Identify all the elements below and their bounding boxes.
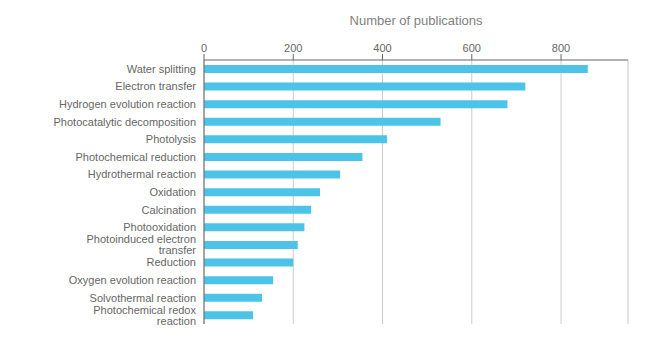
svg-text:600: 600 xyxy=(463,42,481,54)
svg-text:800: 800 xyxy=(552,42,570,54)
svg-text:Photoinduced electrontransfer: Photoinduced electrontransfer xyxy=(87,233,197,256)
svg-text:Photolysis: Photolysis xyxy=(146,133,197,145)
svg-text:400: 400 xyxy=(373,42,391,54)
svg-text:Solvothermal reaction: Solvothermal reaction xyxy=(90,292,196,304)
svg-text:Photocatalytic decomposition: Photocatalytic decomposition xyxy=(54,116,196,128)
svg-text:Electron transfer: Electron transfer xyxy=(115,80,196,92)
svg-text:0: 0 xyxy=(201,42,207,54)
svg-text:Number of publications: Number of publications xyxy=(350,13,483,28)
svg-text:Hydrothermal reaction: Hydrothermal reaction xyxy=(88,168,196,180)
svg-text:200: 200 xyxy=(284,42,302,54)
svg-text:Photooxidation: Photooxidation xyxy=(123,221,196,233)
svg-text:Photochemical redoxreaction: Photochemical redoxreaction xyxy=(93,304,196,327)
svg-text:Reduction: Reduction xyxy=(146,256,196,268)
svg-text:Water splitting: Water splitting xyxy=(127,63,196,75)
svg-text:Calcination: Calcination xyxy=(142,204,196,216)
svg-text:Oxidation: Oxidation xyxy=(150,186,196,198)
svg-text:Hydrogen evolution reaction: Hydrogen evolution reaction xyxy=(59,98,196,110)
svg-text:Photochemical reduction: Photochemical reduction xyxy=(76,151,196,163)
svg-text:Oxygen evolution reaction: Oxygen evolution reaction xyxy=(69,274,196,286)
